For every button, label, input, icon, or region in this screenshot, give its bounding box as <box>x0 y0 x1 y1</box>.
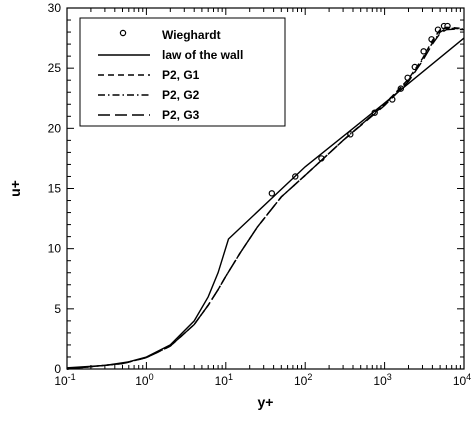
x-tick-label: 103 <box>373 372 391 388</box>
x-tick-label: 10-1 <box>54 372 75 388</box>
y-tick-label: 10 <box>48 242 62 256</box>
legend-label: P2, G2 <box>162 88 200 102</box>
x-tick-label-exponent: -1 <box>68 372 76 382</box>
legend-label: P2, G3 <box>162 108 200 122</box>
x-tick-label-base: 10 <box>135 374 149 388</box>
x-tick-label-exponent: 0 <box>149 372 154 382</box>
x-tick-label-exponent: 1 <box>228 372 233 382</box>
x-tick-label-base: 10 <box>373 374 387 388</box>
y-tick-label: 0 <box>54 362 61 376</box>
wieghardt-point <box>268 190 276 197</box>
legend-label: law of the wall <box>162 48 243 62</box>
x-tick-label: 100 <box>135 372 153 388</box>
x-tick-label-exponent: 2 <box>307 372 312 382</box>
x-tick-label: 104 <box>453 372 471 388</box>
x-tick-label: 101 <box>215 372 233 388</box>
y-axis-ticks: 0 5 10 15 20 25 30 <box>48 1 464 376</box>
x-tick-label-base: 10 <box>54 374 68 388</box>
legend-label: Wieghardt <box>162 28 221 42</box>
legend-label: P2, G1 <box>162 68 200 82</box>
y-tick-label: 15 <box>48 182 62 196</box>
series-line-4 <box>66 28 465 370</box>
y-tick-label: 30 <box>48 1 62 15</box>
wieghardt-point <box>420 48 427 55</box>
x-tick-label-base: 10 <box>215 374 229 388</box>
x-tick-label-base: 10 <box>453 374 467 388</box>
y-tick-label: 25 <box>48 61 62 75</box>
legend-box <box>79 17 286 127</box>
x-tick-label: 102 <box>294 372 312 388</box>
series-layer <box>66 22 465 370</box>
y-tick-label: 20 <box>48 121 62 135</box>
y-tick-label: 5 <box>54 302 61 316</box>
legend-marker <box>119 29 127 37</box>
x-axis-ticks: 10-1 100 101 102 103 104 <box>54 8 471 388</box>
legend: Wieghardt law of the wall P2, G1 P2, G2 P2, … <box>79 17 286 127</box>
x-axis-label: y+ <box>258 394 274 410</box>
x-tick-label-base: 10 <box>294 374 308 388</box>
y-axis-label: u+ <box>7 180 23 197</box>
x-tick-label-exponent: 3 <box>387 372 392 382</box>
x-tick-label-exponent: 4 <box>466 372 471 382</box>
